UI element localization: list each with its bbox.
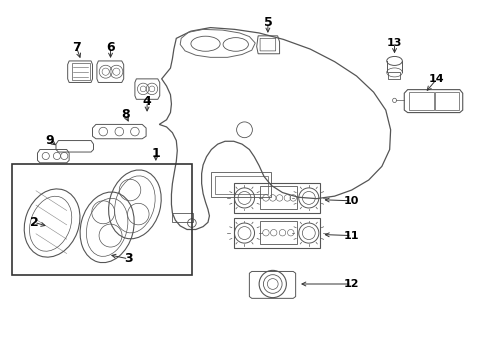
Text: 11: 11 [343,231,359,240]
Text: 1: 1 [151,147,160,159]
Bar [12,164,191,275]
Text: 12: 12 [343,279,359,289]
Text: 4: 4 [142,95,151,108]
Text: 9: 9 [45,134,54,147]
Text: 7: 7 [72,41,81,54]
Text: 8: 8 [121,108,129,121]
Text: 13: 13 [386,38,402,48]
Text: 14: 14 [428,74,444,84]
Text: 3: 3 [124,252,133,265]
Text: 5: 5 [263,16,272,29]
Text: 2: 2 [30,216,39,229]
Text: 6: 6 [106,41,115,54]
Text: 10: 10 [343,196,359,206]
